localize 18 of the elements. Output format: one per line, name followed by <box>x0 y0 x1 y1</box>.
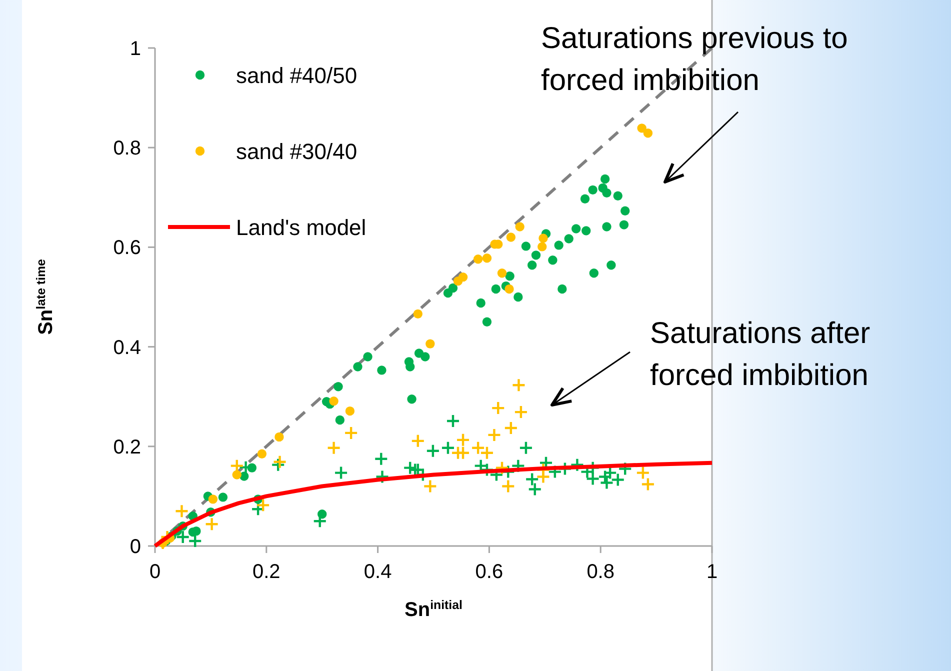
annotation: Saturations after forced imbibition <box>650 317 870 392</box>
y-tick-label: 1 <box>130 38 141 60</box>
x-axis-title: Sn$^{initial}$ <box>404 598 462 621</box>
x-tick-label: 0.8 <box>586 561 615 583</box>
y-tick-label: 0.6 <box>113 237 141 260</box>
x-tick-label: 1 <box>706 561 718 583</box>
legend-label: sand #30/40 <box>236 139 358 164</box>
y-tick-label: 0 <box>130 536 141 558</box>
legend-label: sand #40/50 <box>236 63 358 88</box>
x-tick-label: 0.2 <box>252 561 280 583</box>
x-tick-label: 0.6 <box>475 561 504 583</box>
y-tick-label: 0.2 <box>113 436 141 458</box>
x-tick-label: 0 <box>149 561 161 583</box>
annotation: Saturations previous to forced imbibition <box>541 22 848 97</box>
y-tick-label: 0.4 <box>113 336 141 359</box>
y-tick-label: 0.8 <box>113 138 141 160</box>
x-tick-label: 0.4 <box>364 561 392 583</box>
legend-label: Land's model <box>236 215 366 240</box>
